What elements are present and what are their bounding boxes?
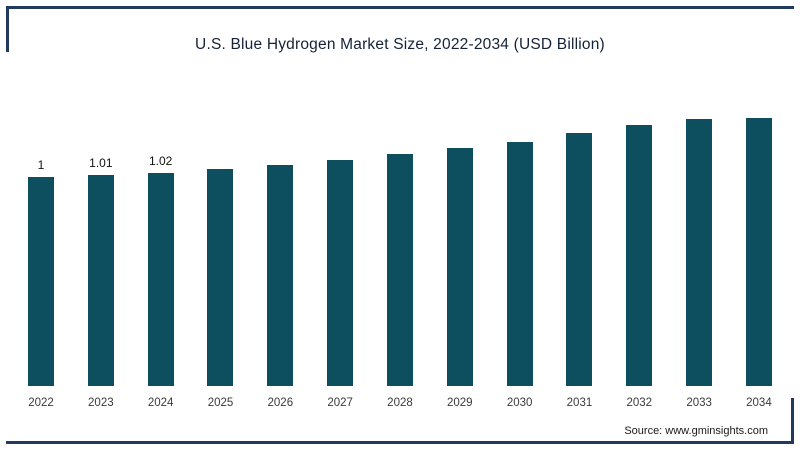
bar-2027 bbox=[327, 160, 354, 386]
bar-group-2031: 2031 bbox=[566, 100, 593, 410]
bar-2026 bbox=[267, 165, 294, 386]
bar-group-2029: 2029 bbox=[446, 100, 473, 410]
x-tick-label: 2030 bbox=[506, 397, 533, 409]
frame-border-top bbox=[6, 6, 794, 9]
bar-2031 bbox=[566, 133, 593, 386]
bar-value-label: 1.01 bbox=[89, 156, 113, 170]
bar-group-2032: 2032 bbox=[626, 100, 653, 410]
x-tick-label: 2027 bbox=[327, 397, 353, 409]
bar-2022 bbox=[28, 177, 54, 386]
bar-group-2024: 1.02 2024 bbox=[147, 100, 174, 410]
bar-group-2027: 2027 bbox=[327, 100, 354, 410]
x-tick-label: 2034 bbox=[746, 397, 772, 409]
bar-2029 bbox=[446, 148, 473, 386]
bar-2023 bbox=[87, 175, 114, 386]
frame-border-bottom bbox=[6, 441, 794, 444]
bar-group-2026: 2026 bbox=[267, 100, 294, 410]
plot-area: 1 2022 1.01 2023 1.02 2024 2025 2026 2027 2028 202… bbox=[28, 100, 772, 410]
x-tick-label: 2032 bbox=[626, 397, 653, 409]
bar-2033 bbox=[686, 118, 713, 386]
x-tick-label: 2024 bbox=[147, 397, 174, 409]
bar-group-2023: 1.01 2023 bbox=[87, 100, 114, 410]
bar-group-2030: 2030 bbox=[506, 100, 533, 410]
bar-2025 bbox=[207, 169, 234, 386]
bar-group-2028: 2028 bbox=[386, 100, 413, 410]
x-tick-label: 2031 bbox=[566, 397, 593, 409]
bar-group-2022: 1 2022 bbox=[28, 100, 54, 410]
bar-2030 bbox=[506, 142, 533, 386]
bar-2032 bbox=[626, 125, 653, 386]
frame-border-left bbox=[6, 6, 9, 52]
bar-2024 bbox=[147, 173, 174, 386]
bar-group-2033: 2033 bbox=[686, 100, 713, 410]
x-tick-label: 2022 bbox=[28, 397, 54, 409]
x-tick-label: 2033 bbox=[686, 397, 712, 409]
bar-2028 bbox=[386, 154, 413, 386]
x-tick-label: 2028 bbox=[387, 397, 413, 409]
x-tick-label: 2023 bbox=[88, 397, 114, 409]
bar-group-2034: 2034 bbox=[745, 100, 772, 410]
x-tick-label: 2026 bbox=[267, 397, 294, 409]
frame-border-right bbox=[791, 398, 794, 444]
x-tick-label: 2025 bbox=[207, 397, 234, 409]
x-tick-label: 2029 bbox=[447, 397, 473, 409]
bar-group-2025: 2025 bbox=[207, 100, 234, 410]
source-attribution: Source: www.gminsights.com bbox=[624, 425, 768, 437]
bar-value-label: 1.02 bbox=[148, 154, 173, 168]
bar-value-label: 1 bbox=[37, 158, 45, 172]
chart-title: U.S. Blue Hydrogen Market Size, 2022-203… bbox=[195, 36, 605, 53]
bar-2034 bbox=[745, 118, 772, 386]
